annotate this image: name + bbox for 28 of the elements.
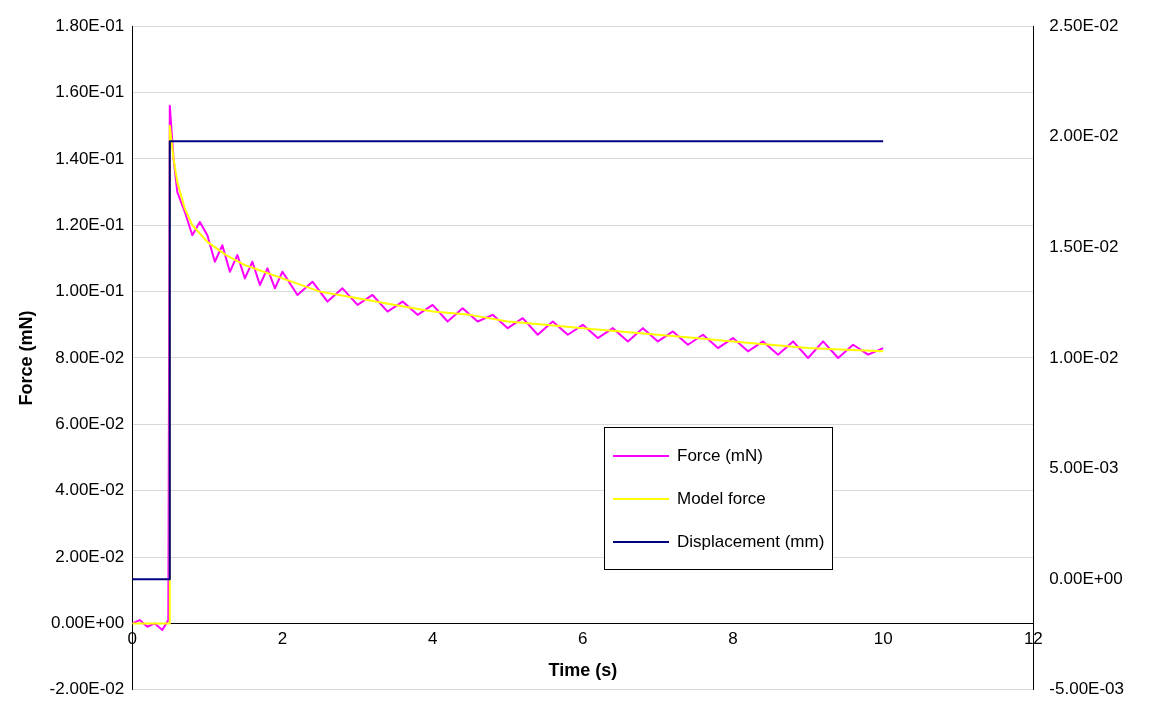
y2-tick-label: 1.50E-02 bbox=[1049, 237, 1119, 257]
legend-label: Displacement (mm) bbox=[677, 531, 825, 552]
y2-tick-label: 0.00E+00 bbox=[1049, 568, 1123, 588]
legend-label: Model force bbox=[677, 488, 766, 509]
x-tick-label: 2 bbox=[277, 629, 288, 649]
y-tick-label: -2.00E-02 bbox=[49, 679, 125, 699]
y-tick-label: 1.80E-01 bbox=[55, 15, 125, 35]
y-tick-label: 4.00E-02 bbox=[55, 480, 125, 500]
y2-tick-label: 1.00E-02 bbox=[1049, 347, 1119, 367]
x-tick-label: 10 bbox=[873, 629, 893, 649]
x-axis-title: Time (s) bbox=[548, 659, 618, 680]
y-tick-label: 1.60E-01 bbox=[55, 82, 125, 102]
y-tick-label: 8.00E-02 bbox=[55, 347, 125, 367]
legend-label: Force (mN) bbox=[677, 445, 763, 466]
y-tick-label: 1.20E-01 bbox=[55, 214, 125, 234]
y-axis-title: Force (mN) bbox=[15, 310, 36, 406]
y2-tick-label: 5.00E-03 bbox=[1049, 458, 1119, 478]
y-tick-label: 2.00E-02 bbox=[55, 546, 125, 566]
y-tick-label: 0.00E+00 bbox=[50, 613, 125, 633]
x-tick-label: 6 bbox=[578, 629, 588, 649]
x-tick-label: 4 bbox=[427, 629, 438, 649]
y-tick-label: 1.00E-01 bbox=[55, 281, 125, 301]
y-tick-label: 6.00E-02 bbox=[55, 414, 125, 434]
y-tick-label: 1.40E-01 bbox=[55, 148, 125, 168]
y2-tick-label: 2.00E-02 bbox=[1049, 126, 1119, 146]
y2-tick-label: -5.00E-03 bbox=[1049, 679, 1125, 699]
x-tick-label: 8 bbox=[728, 629, 738, 649]
y2-tick-label: 2.50E-02 bbox=[1049, 15, 1119, 35]
